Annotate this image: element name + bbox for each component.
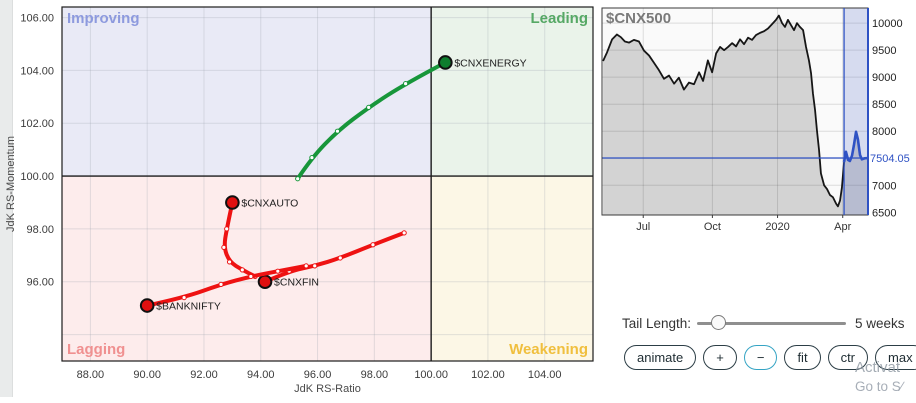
benchmark-price-chart: $CNX500 10000 9500 9000 8500 8000 7000 6500 7504… bbox=[601, 7, 910, 233]
rrg-chart-panel: Improving Leading Lagging Weakening 88.00 90.… bbox=[5, 6, 594, 395]
x-tick-label: 104.00 bbox=[528, 369, 562, 381]
tail-point bbox=[370, 242, 376, 248]
tail-point bbox=[221, 244, 227, 251]
x-tick-label: 96.00 bbox=[304, 369, 332, 381]
benchmark-panel: $CNX500 10000 9500 9000 8500 8000 7000 6500 7504… bbox=[600, 0, 916, 403]
rrg-chart: Improving Leading Lagging Weakening 88.00 90.… bbox=[5, 6, 594, 395]
button-−[interactable]: − bbox=[743, 345, 778, 370]
button-animate[interactable]: animate bbox=[624, 345, 697, 370]
tail-point bbox=[275, 268, 281, 274]
tail-point bbox=[401, 230, 407, 236]
quadrant-lagging bbox=[62, 176, 432, 361]
marker-label-$CNXENERGY: $CNXENERGY bbox=[454, 57, 526, 69]
slider-track[interactable] bbox=[697, 322, 846, 325]
x-axis-title: JdK RS-Ratio bbox=[294, 383, 361, 395]
quadrant-weakening bbox=[431, 176, 593, 361]
tail-length-slider[interactable] bbox=[697, 314, 846, 334]
price-y-tick: 9500 bbox=[872, 45, 896, 57]
quadrant-leading bbox=[431, 7, 593, 177]
slider-handle[interactable] bbox=[711, 315, 727, 330]
x-tick-label: 100.00 bbox=[414, 369, 448, 381]
current-value-label: 7504.05 bbox=[870, 153, 910, 165]
plot-border bbox=[61, 6, 594, 362]
x-tick-label: 88.00 bbox=[77, 369, 105, 381]
page-margin-bottom bbox=[0, 397, 916, 403]
tail-point bbox=[334, 128, 341, 134]
tail-point bbox=[226, 259, 233, 265]
tail-point bbox=[181, 294, 187, 301]
tail-point bbox=[239, 267, 245, 273]
tail-point bbox=[402, 81, 409, 87]
tail-point bbox=[337, 255, 343, 261]
y-tick-label: 102.00 bbox=[20, 118, 54, 130]
tail-point bbox=[366, 104, 372, 110]
price-chart-title: $CNX500 bbox=[606, 10, 671, 27]
tail-length-label: Tail Length: bbox=[622, 316, 692, 331]
tail-point bbox=[312, 263, 318, 269]
button-+[interactable]: + bbox=[703, 345, 737, 370]
y-tick-label: 104.00 bbox=[20, 65, 54, 77]
marker-$CNXFIN[interactable] bbox=[257, 274, 273, 290]
y-tick-label: 106.00 bbox=[20, 13, 54, 25]
recent-highlight-band bbox=[844, 8, 868, 215]
tail-point bbox=[303, 263, 309, 269]
price-y-tick: 6500 bbox=[872, 207, 896, 219]
quadrant-label-weakening: Weakening bbox=[509, 341, 588, 358]
quadrant-label-leading: Leading bbox=[530, 10, 588, 27]
chart-control-buttons: animate + − fit ctr max bbox=[624, 345, 916, 370]
y-tick-label: 98.00 bbox=[26, 224, 54, 236]
price-y-tick: 10000 bbox=[872, 18, 903, 30]
tail-$BANKNIFTY bbox=[145, 263, 309, 308]
tail-point bbox=[295, 176, 301, 182]
price-area bbox=[603, 15, 868, 216]
y-axis-title: JdK RS-Momentum bbox=[5, 136, 17, 232]
x-tick-label: 102.00 bbox=[471, 369, 505, 381]
price-y-tick: 8000 bbox=[872, 126, 896, 138]
price-x-tick: 2020 bbox=[765, 221, 789, 233]
button-max[interactable]: max bbox=[875, 345, 916, 370]
price-x-tick: Jul bbox=[636, 221, 650, 233]
marker-$CNXAUTO[interactable] bbox=[225, 195, 240, 210]
tail-$CNXFIN bbox=[263, 230, 407, 284]
marker-label-$CNXFIN: $CNXFIN bbox=[274, 277, 319, 289]
price-y-tick: 9000 bbox=[872, 72, 896, 84]
tail-point bbox=[224, 226, 230, 232]
tail-point bbox=[248, 273, 254, 280]
x-tick-label: 94.00 bbox=[247, 369, 275, 381]
x-tick-label: 92.00 bbox=[190, 369, 218, 381]
x-tick-label: 90.00 bbox=[133, 369, 161, 381]
quadrant-label-improving: Improving bbox=[67, 10, 140, 27]
button-fit[interactable]: fit bbox=[784, 345, 821, 370]
tail-$CNXENERGY bbox=[295, 60, 448, 181]
price-x-tick: Oct bbox=[704, 221, 721, 233]
x-tick-label: 98.00 bbox=[361, 369, 389, 381]
quadrant-label-lagging: Lagging bbox=[67, 341, 125, 358]
tail-length-value: 5 weeks bbox=[855, 316, 905, 331]
y-tick-label: 100.00 bbox=[20, 171, 54, 183]
price-y-tick: 7000 bbox=[872, 180, 896, 192]
price-line bbox=[602, 14, 845, 208]
marker-label-$CNXAUTO: $CNXAUTO bbox=[241, 197, 298, 209]
marker-$BANKNIFTY[interactable] bbox=[139, 298, 155, 313]
y-tick-label: 96.00 bbox=[26, 277, 54, 289]
page-margin bbox=[0, 0, 13, 397]
price-y-tick: 8500 bbox=[872, 99, 896, 111]
marker-label-$BANKNIFTY: $BANKNIFTY bbox=[156, 301, 221, 313]
price-x-tick: Apr bbox=[834, 221, 851, 233]
tail-point bbox=[218, 281, 224, 287]
button-ctr[interactable]: ctr bbox=[827, 345, 869, 370]
marker-$CNXENERGY[interactable] bbox=[438, 55, 453, 70]
tail-point bbox=[309, 154, 315, 161]
quadrant-improving bbox=[62, 7, 432, 177]
